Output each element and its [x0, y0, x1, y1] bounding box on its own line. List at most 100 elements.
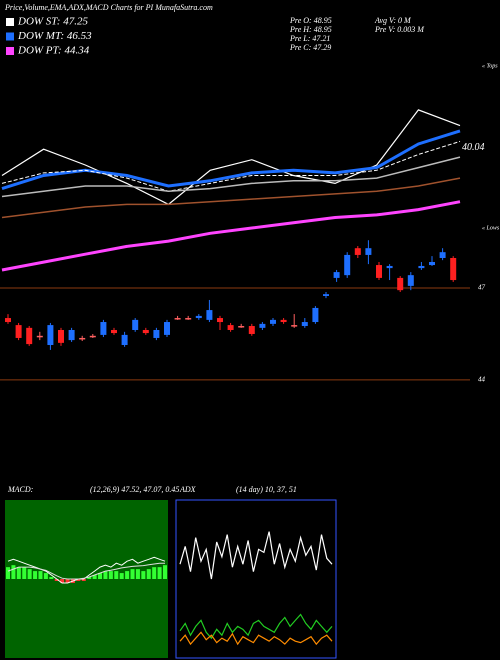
macd-hist-bar [43, 573, 48, 579]
macd-line [7, 556, 166, 584]
prev-high: Pre H: 48.95 [289, 25, 332, 34]
prev-volume: Pre V: 0.003 M [374, 25, 425, 34]
adx-line [179, 613, 333, 640]
candle-body [323, 294, 329, 296]
candle-body [407, 275, 414, 286]
legend-swatch [6, 32, 14, 41]
y-tick-label: 44 [478, 376, 486, 384]
candle-body [100, 322, 107, 335]
macd-hist-bar [157, 567, 162, 579]
candle-body [47, 325, 54, 346]
signal-line [7, 562, 165, 580]
candle-body [174, 318, 181, 320]
candle-body [312, 307, 319, 323]
macd-hist-bar [103, 571, 108, 579]
macd-hist-bar [65, 579, 70, 583]
macd-hist-bar [38, 571, 43, 579]
macd-hist-bar [130, 569, 135, 579]
adx-line [179, 531, 333, 580]
candle-body [333, 272, 340, 278]
candle-body [365, 248, 372, 255]
adx-params: (14 day) 10, 37, 51 [236, 485, 297, 494]
prev-open: Pre O: 48.95 [289, 16, 332, 25]
candle-body [206, 310, 213, 320]
candle-body [418, 265, 425, 269]
macd-hist-bar [33, 571, 38, 579]
macd-hist-bar [163, 565, 167, 579]
candle-body [238, 326, 245, 328]
macd-hist-bar [6, 567, 10, 579]
candle-body [354, 248, 361, 255]
candle-body [68, 329, 75, 341]
macd-hist-bar [60, 579, 65, 583]
macd-hist-bar [76, 579, 81, 581]
candle-body [15, 325, 22, 338]
candle-body [291, 325, 298, 327]
adx-label: ADX [179, 485, 197, 494]
macd-hist-bar [114, 571, 119, 579]
macd-params: (12,26,9) 47.52, 47.07, 0.45 [90, 485, 179, 494]
candle-body [111, 329, 117, 334]
macd-hist-bar [146, 569, 151, 579]
legend-label: DOW ST: 47.25 [17, 16, 88, 28]
macd-hist-bar [16, 567, 21, 579]
candle-body [439, 252, 446, 258]
macd-hist-bar [152, 567, 157, 579]
candle-body [280, 319, 287, 323]
candle-body [217, 318, 223, 323]
adx-line [179, 631, 333, 646]
lows-label: « Lows [482, 225, 500, 231]
indicator-line [1, 109, 461, 206]
macd-hist-bar [81, 579, 86, 581]
candle-body [259, 323, 266, 328]
legend-label: DOW MT: 46.53 [17, 30, 92, 42]
macd-hist-bar [27, 569, 32, 579]
price-marker: 40.04 [462, 142, 485, 153]
candle-body [301, 322, 308, 327]
prev-close: Pre C: 47.29 [289, 43, 331, 52]
page-title: Price,Volume,EMA,ADX,MACD Charts for PI … [4, 3, 213, 12]
indicator-line [1, 177, 461, 219]
indicator-line [1, 200, 461, 272]
macd-hist-bar [119, 573, 124, 579]
macd-hist-bar [22, 567, 27, 579]
legend-swatch [6, 47, 14, 55]
indicator-line [1, 129, 461, 191]
prev-low: Pre L: 47.21 [289, 34, 330, 43]
candle-body [58, 329, 64, 343]
candle-body [270, 319, 276, 324]
macd-hist-bar [49, 577, 54, 579]
candle-body [132, 319, 139, 330]
macd-hist-bar [92, 575, 97, 579]
macd-hist-bar [141, 571, 146, 579]
candle-body [248, 326, 255, 334]
macd-hist-bar [108, 571, 113, 579]
candle-body [195, 315, 202, 319]
tops-label: « Tops [482, 63, 498, 69]
candle-body [450, 257, 457, 281]
macd-hist-bar [54, 579, 59, 581]
macd-hist-bar [87, 577, 92, 579]
candle-body [344, 254, 351, 276]
candle-body [26, 327, 33, 345]
y-tick-label: 47 [478, 284, 486, 292]
macd-hist-bar [98, 573, 103, 579]
candle-body [121, 334, 128, 346]
candle-body [386, 265, 393, 269]
candle-body [164, 322, 170, 335]
candle-body [89, 335, 96, 338]
candle-body [142, 329, 149, 334]
candle-body [79, 337, 86, 340]
candle-body [36, 335, 43, 338]
legend-swatch [6, 18, 14, 26]
macd-panel [5, 500, 168, 658]
candle-body [227, 325, 234, 330]
indicator-line [1, 140, 461, 192]
candle-body [429, 261, 435, 266]
macd-hist-bar [11, 565, 16, 579]
candle-body [5, 318, 11, 323]
indicator-line [1, 156, 461, 198]
candle-body [397, 277, 404, 291]
candle-body [185, 318, 192, 320]
